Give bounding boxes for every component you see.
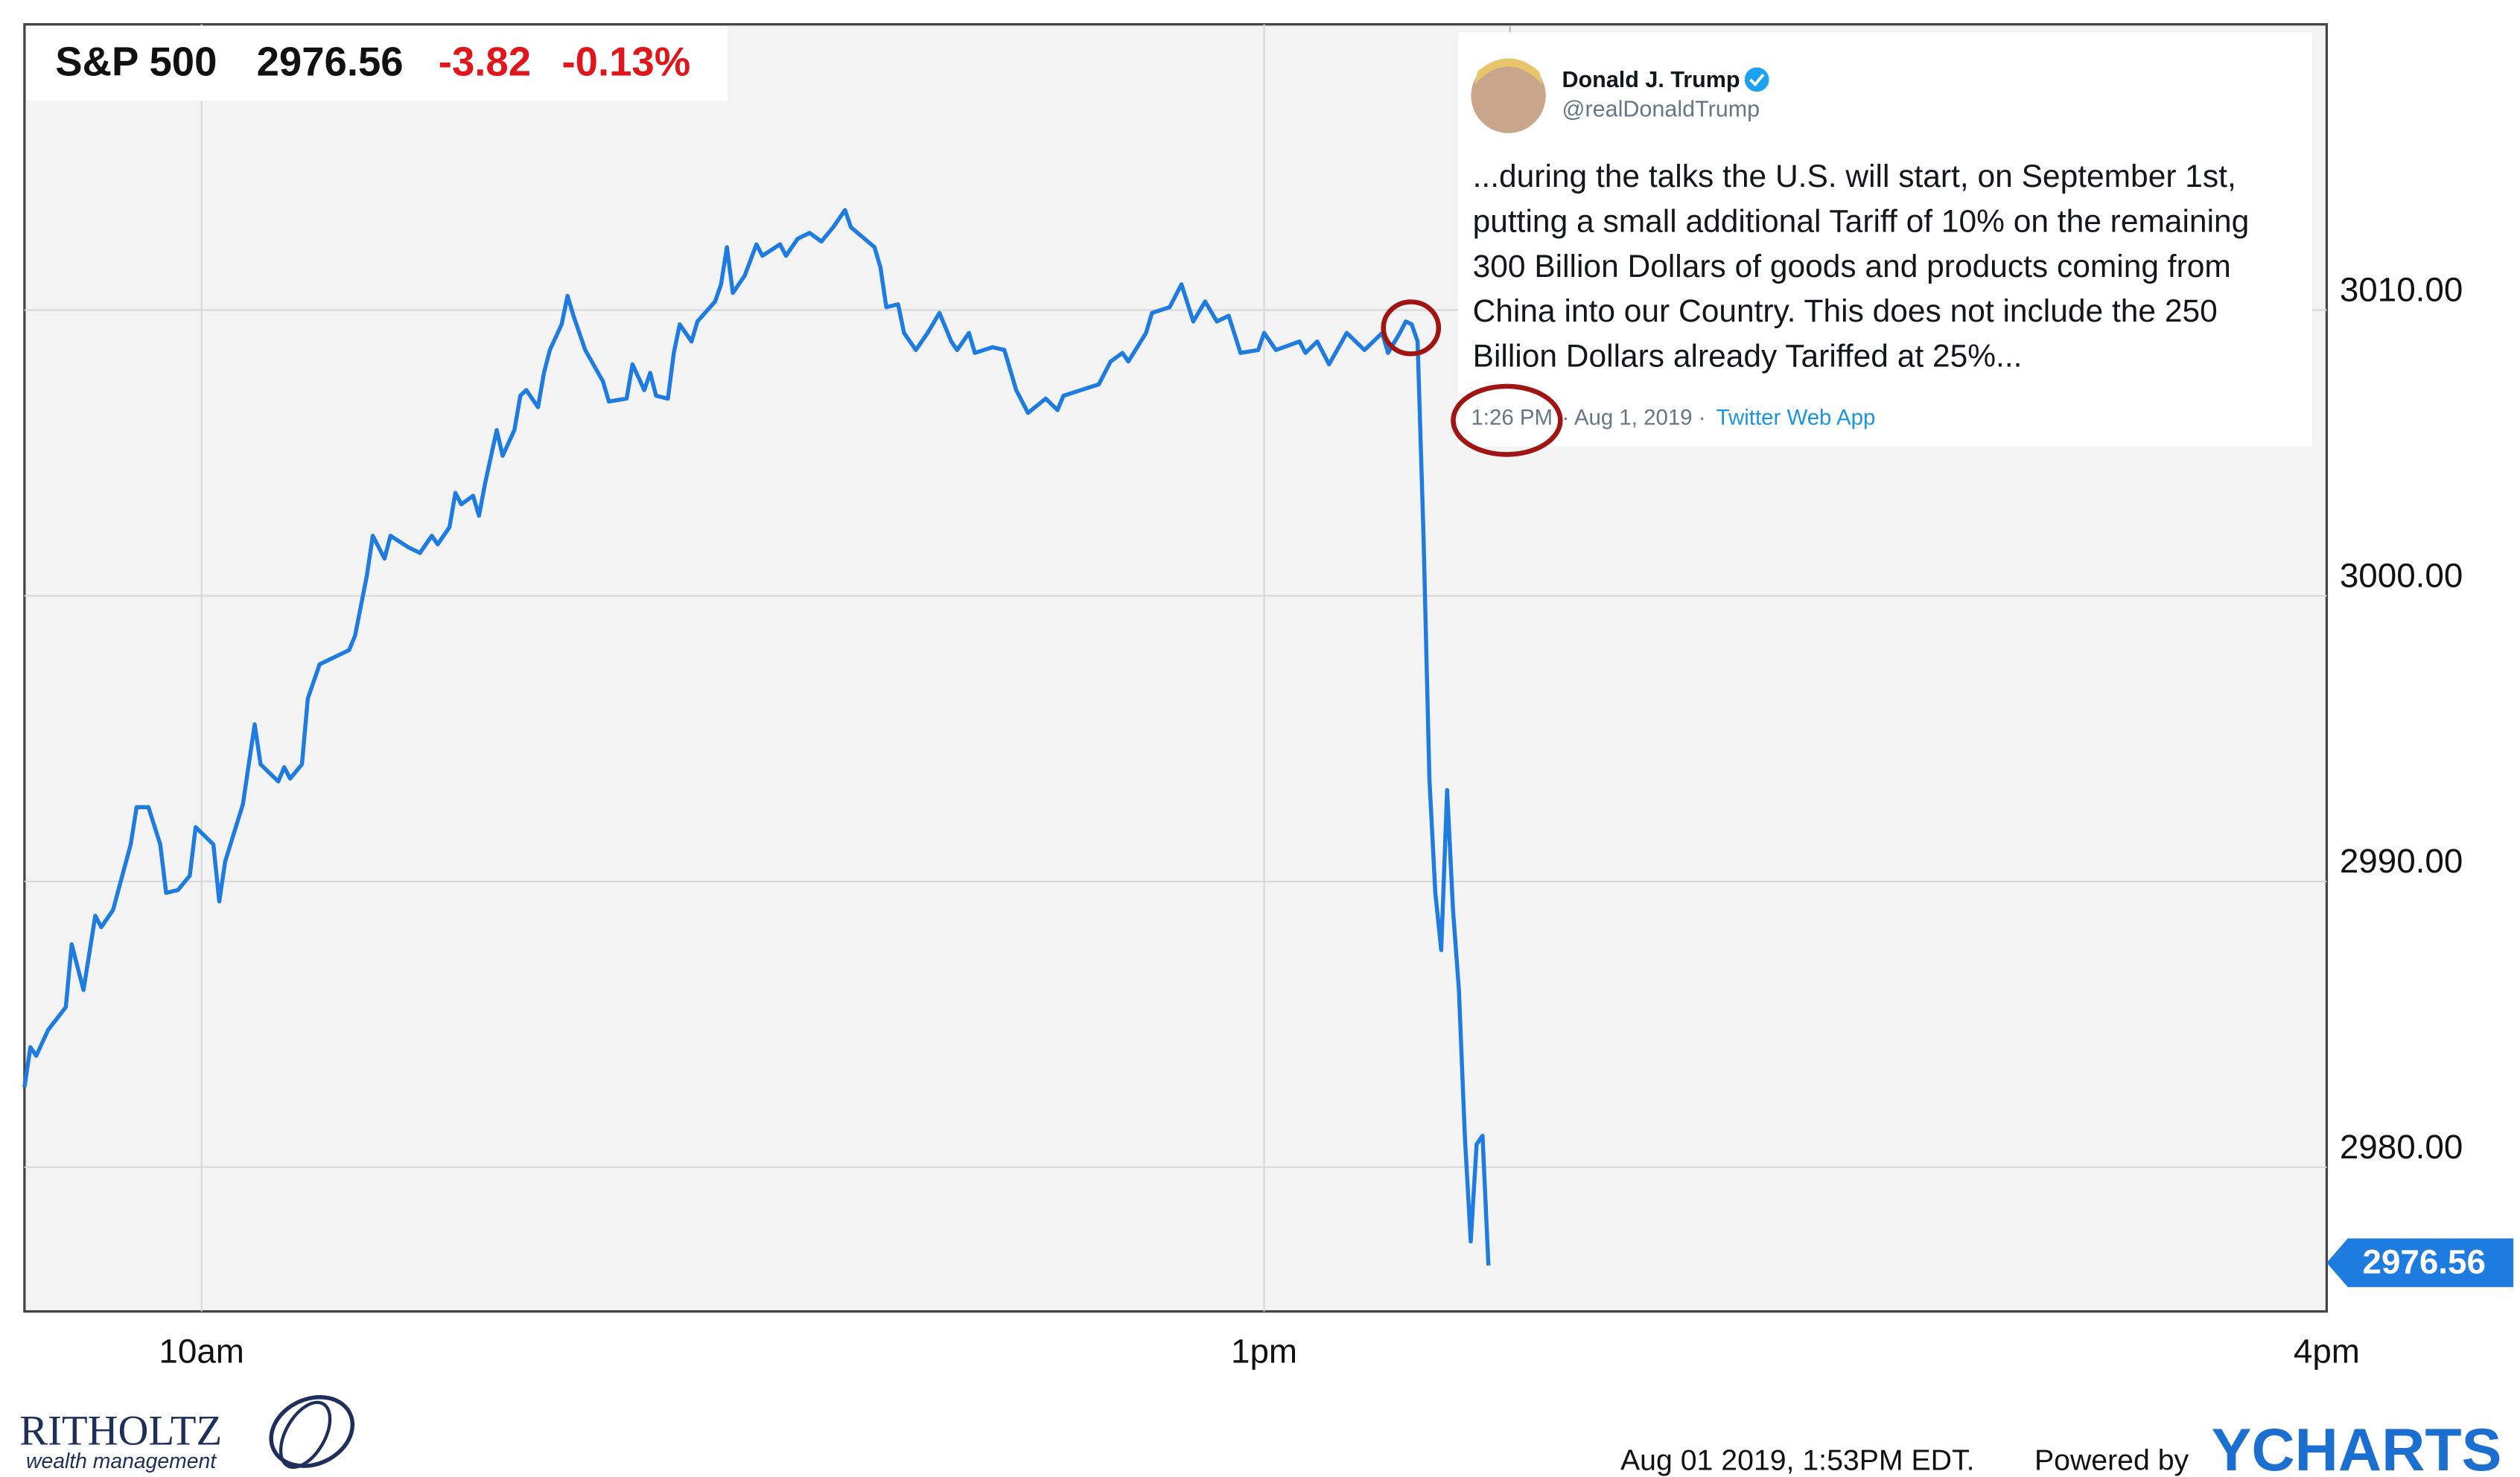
avatar [1471,58,1546,133]
y-tick-label: 3010.00 [2340,271,2463,309]
tweet-text: ...during the talks the U.S. will start,… [1473,159,2250,374]
x-tick-label: 4pm [2294,1332,2360,1370]
price: 2976.56 [257,39,404,85]
header-box [26,25,728,101]
y-tick-label: 2990.00 [2340,842,2463,880]
logo-swirl [279,1400,332,1470]
tweet-handle: @realDonaldTrump [1562,96,1760,121]
last-price-badge [2326,1238,2514,1287]
tweet-author: Donald J. Trump [1562,67,1740,92]
tweet-line: ...during the talks the U.S. will start,… [1473,159,2236,194]
footer-brand[interactable]: YCHARTS [2212,1417,2502,1477]
ticker: S&P 500 [55,39,217,85]
tweet-source[interactable]: Twitter Web App [1716,405,1876,430]
logo-name: RITHOLTZ [19,1407,222,1454]
x-tick-label: 10am [159,1332,244,1370]
last-price-label: 2976.56 [2362,1242,2485,1280]
highlight-circle [1381,299,1442,357]
tweet-date: · Aug 1, 2019 · [1562,405,1706,430]
logo-tagline: wealth management [26,1449,217,1473]
change-pct: -0.13% [562,39,691,85]
highlight-circle [1451,383,1563,457]
tweet-line: Billion Dollars already Tariffed at 25%.… [1473,339,2023,374]
avatar-hair [1474,58,1543,85]
tweet-line: putting a small additional Tariff of 10%… [1473,204,2250,239]
series [22,208,1491,1266]
y-tick-label: 2980.00 [2340,1128,2463,1166]
tweet-time: 1:26 PM [1471,405,1553,430]
logo-swirl [269,1395,355,1468]
logo: RITHOLTZ wealth management [19,1395,355,1473]
verified-check [1749,74,1765,87]
x-tick-label: 1pm [1231,1332,1297,1370]
tweet-card [1457,32,2312,447]
tweet: Donald J. Trump @realDonaldTrump ...duri… [1457,25,2312,447]
y-tick-label: 3000.00 [2340,556,2463,594]
change: -3.82 [439,39,531,85]
price-line [22,208,1491,1266]
footer-timestamp: Aug 01 2019, 1:53PM EDT. [1620,1444,1974,1477]
verified-badge [1744,67,1769,92]
tweet-line: China into our Country. This does not in… [1473,294,2218,329]
tweet-line: 300 Billion Dollars of goods and product… [1473,249,2231,284]
footer-powered: Powered by [2034,1444,2189,1477]
